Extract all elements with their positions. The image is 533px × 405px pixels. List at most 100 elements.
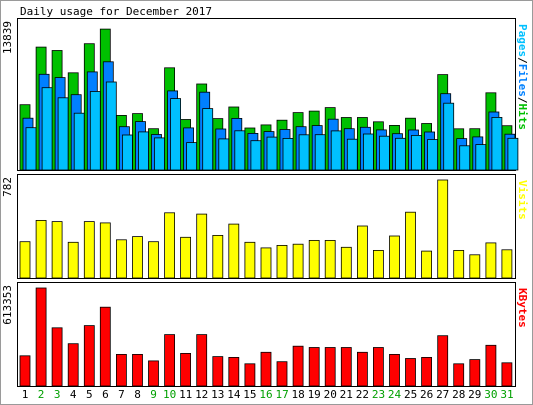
- bar-kbytes-day-13: [212, 356, 224, 387]
- x-tick-label-day-21: 21: [340, 388, 353, 401]
- bar-visits-day-16: [260, 247, 272, 279]
- bar-visits-day-4: [67, 241, 79, 279]
- bar-pages-day-31: [507, 137, 519, 171]
- legend-text: KBytes: [516, 288, 529, 328]
- bar-kbytes-day-3: [51, 327, 63, 387]
- bar-pages-day-5: [89, 91, 101, 171]
- bar-visits-day-8: [132, 236, 143, 279]
- bar-kbytes-day-10: [164, 334, 176, 387]
- bar-kbytes-day-18: [292, 345, 304, 387]
- legend-text: Pages: [516, 24, 529, 57]
- bar-pages-day-15: [250, 140, 262, 171]
- bar-visits-day-28: [453, 249, 465, 279]
- x-tick-label-day-2: 2: [38, 388, 45, 401]
- legend-text: /: [516, 57, 529, 64]
- bar-visits-day-9: [148, 241, 159, 279]
- bar-pages-day-1: [25, 127, 37, 171]
- bar-kbytes-day-1: [19, 355, 31, 387]
- bar-pages-day-22: [362, 133, 374, 171]
- bar-visits-day-18: [292, 243, 304, 279]
- x-tick-label-day-31: 31: [500, 388, 513, 401]
- bar-pages-day-17: [282, 137, 294, 171]
- bar-kbytes-day-17: [276, 361, 288, 387]
- bar-visits-day-6: [99, 222, 111, 279]
- x-tick-label-day-23: 23: [372, 388, 385, 401]
- x-tick-label-day-7: 7: [118, 388, 125, 401]
- bar-kbytes-day-6: [99, 306, 111, 387]
- bar-pages-day-19: [314, 134, 326, 171]
- bar-visits-day-29: [469, 254, 481, 279]
- x-tick-label-day-14: 14: [227, 388, 241, 401]
- legend-text: Files: [516, 64, 529, 97]
- bar-kbytes-day-19: [308, 347, 320, 387]
- legend-text: Hits: [516, 104, 529, 131]
- bar-visits-day-17: [276, 244, 288, 279]
- panel-1: 13839 Pages/Files/Hits: [1, 18, 529, 171]
- bar-kbytes-day-21: [340, 347, 352, 387]
- bar-visits-day-14: [228, 223, 240, 279]
- bar-pages-day-9: [154, 137, 165, 171]
- bar-pages-day-26: [427, 139, 439, 171]
- bar-kbytes-day-20: [324, 347, 336, 387]
- x-tick-label-day-30: 30: [484, 388, 497, 401]
- bar-kbytes-day-26: [421, 356, 433, 387]
- legend-text: /: [516, 97, 529, 104]
- bar-visits-day-15: [244, 241, 256, 279]
- x-tick-label-day-11: 11: [179, 388, 192, 401]
- legend-label: Pages/Files/Hits: [516, 24, 529, 130]
- panel-2: 782 Visits: [1, 174, 529, 279]
- bar-visits-day-21: [340, 246, 352, 279]
- bar-pages-day-27: [443, 102, 455, 171]
- chart-title: Daily usage for December 2017: [20, 5, 212, 18]
- bar-kbytes-day-24: [389, 353, 400, 387]
- bar-kbytes-day-27: [437, 335, 449, 387]
- x-tick-label-day-9: 9: [150, 388, 157, 401]
- x-tick-label-day-5: 5: [86, 388, 93, 401]
- bar-pages-day-23: [378, 135, 390, 171]
- x-tick-label-day-12: 12: [195, 388, 208, 401]
- x-tick-label-day-15: 15: [243, 388, 256, 401]
- x-tick-label-day-29: 29: [468, 388, 481, 401]
- bar-pages-day-20: [330, 130, 342, 171]
- x-tick-label-day-25: 25: [404, 388, 417, 401]
- bar-pages-day-29: [475, 144, 487, 171]
- bar-visits-day-27: [437, 179, 449, 279]
- legend-label: KBytes: [516, 288, 529, 328]
- legend-label: Visits: [516, 180, 529, 220]
- legend-text: Visits: [516, 180, 529, 220]
- x-tick-label-day-16: 16: [259, 388, 272, 401]
- bar-kbytes-day-15: [244, 363, 256, 387]
- x-tick-label-day-19: 19: [308, 388, 321, 401]
- bar-pages-day-12: [202, 108, 214, 171]
- x-tick-label-day-18: 18: [291, 388, 304, 401]
- x-tick-label-day-26: 26: [420, 388, 433, 401]
- bar-visits-day-5: [83, 221, 95, 279]
- bar-pages-day-4: [73, 112, 85, 171]
- x-tick-label-day-13: 13: [211, 388, 224, 401]
- panel-3: 613353 KBytes: [1, 282, 529, 387]
- bar-kbytes-day-29: [469, 359, 481, 387]
- x-tick-label-day-20: 20: [324, 388, 337, 401]
- x-tick-label-day-3: 3: [54, 388, 61, 401]
- bar-kbytes-day-28: [453, 363, 465, 387]
- bar-visits-day-31: [501, 249, 513, 279]
- bar-kbytes-day-31: [501, 362, 513, 387]
- bar-pages-day-11: [186, 142, 198, 171]
- x-axis-tick-labels: 1 2 3 4 5 6 7 8 9 10 11 12 13 14 15 16 17 18 19 20 21 22 23 24 2…: [22, 388, 514, 401]
- bar-visits-day-20: [324, 239, 336, 279]
- x-tick-label-day-22: 22: [356, 388, 369, 401]
- x-tick-label-day-4: 4: [70, 388, 77, 401]
- bar-pages-day-30: [491, 117, 503, 171]
- bar-pages-day-3: [57, 97, 69, 171]
- bar-visits-day-1: [19, 241, 31, 279]
- bar-pages-day-21: [346, 138, 358, 171]
- bar-kbytes-day-23: [372, 347, 384, 387]
- bar-kbytes-day-4: [67, 343, 79, 387]
- bar-visits-day-3: [51, 221, 63, 279]
- bar-visits-day-26: [421, 250, 433, 279]
- bar-pages-day-18: [298, 134, 310, 171]
- bar-pages-day-10: [170, 98, 182, 171]
- bar-kbytes-day-14: [228, 356, 240, 387]
- bar-pages-day-28: [459, 145, 471, 171]
